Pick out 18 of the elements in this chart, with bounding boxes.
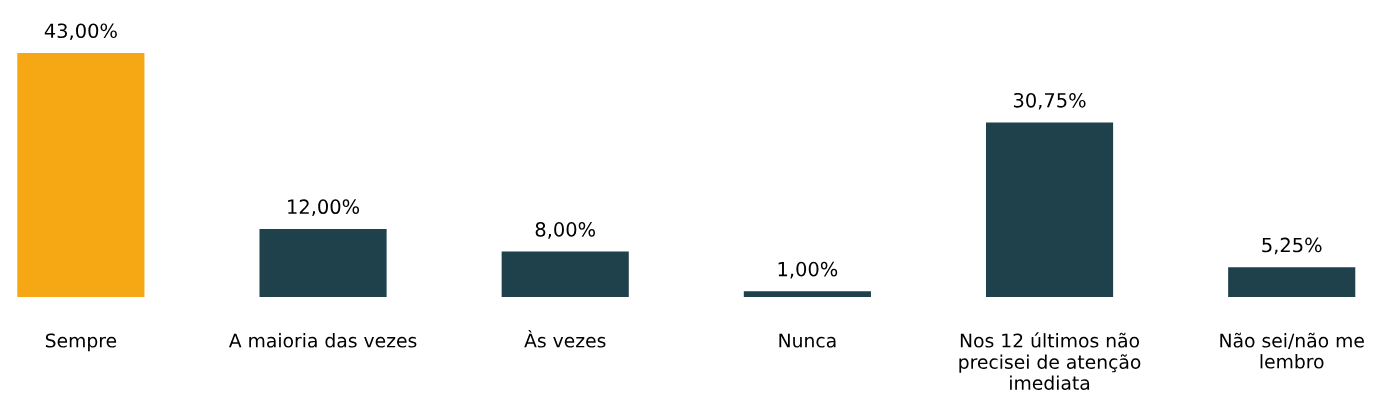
data-label: 30,75% <box>1013 92 1086 110</box>
data-label: 12,00% <box>288 199 360 217</box>
x-tick-label: Nunca <box>779 333 836 348</box>
bar <box>259 228 387 297</box>
x-tick-label: Não sei/não me lembro <box>1220 332 1364 369</box>
bar <box>501 251 629 297</box>
x-tick-label: A maioria das vezes <box>228 333 417 348</box>
x-tick-label: Às vezes <box>524 330 606 348</box>
data-label: 5,25% <box>1262 237 1322 255</box>
data-label: 43,00% <box>44 23 117 41</box>
bar <box>743 291 871 297</box>
x-tick-label: Sempre <box>45 333 117 352</box>
x-tick-label: Nos 12 últimos não precisei de atenção imediata <box>959 332 1141 390</box>
bar <box>1228 267 1356 297</box>
data-label: 1,00% <box>778 261 838 279</box>
bar <box>985 122 1114 297</box>
bar <box>17 53 145 297</box>
data-label: 8,00% <box>535 222 596 239</box>
